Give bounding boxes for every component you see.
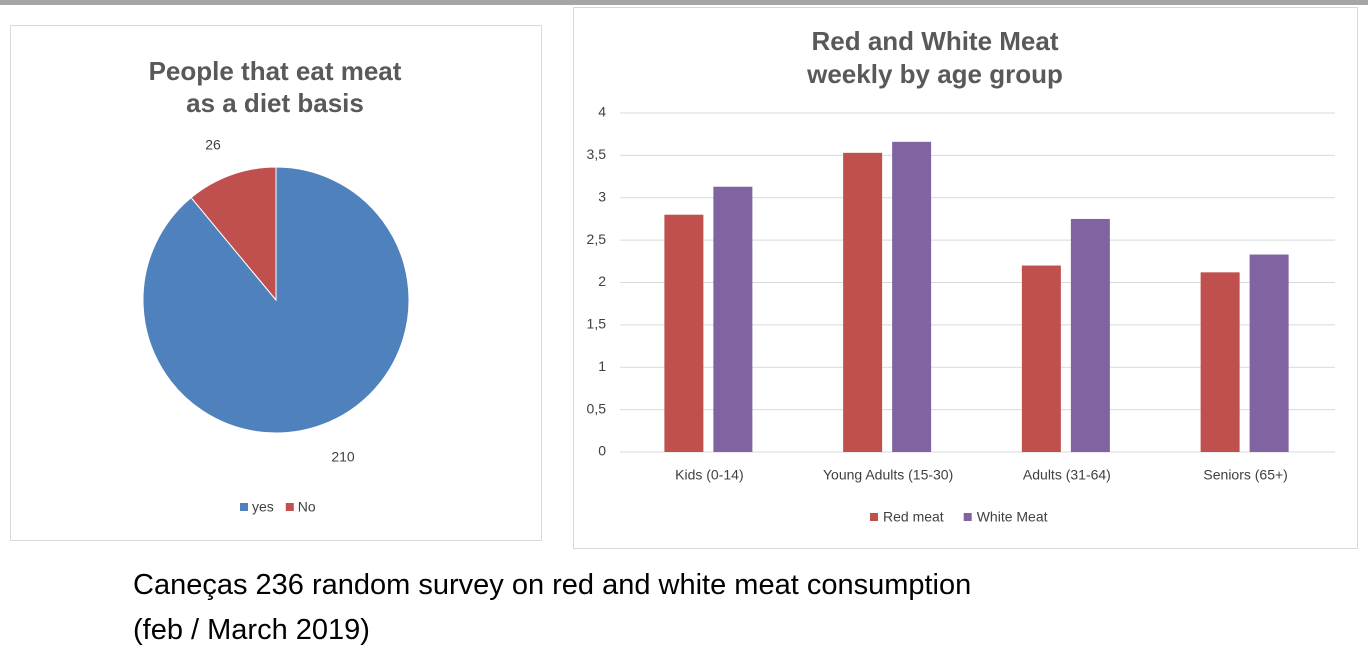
pie-title: People that eat meat — [149, 56, 402, 86]
bar-title: weekly by age group — [806, 59, 1063, 89]
legend-label: White Meat — [977, 509, 1048, 525]
bar — [892, 141, 932, 452]
legend-swatch — [285, 503, 294, 511]
bar-title: Red and White Meat — [811, 26, 1058, 56]
legend-swatch — [870, 513, 878, 521]
top-border — [0, 0, 1368, 5]
bar — [664, 214, 704, 452]
y-tick-label: 2 — [598, 273, 606, 289]
data-label: 26 — [205, 137, 221, 153]
x-tick-label: Young Adults (15-30) — [823, 467, 953, 483]
y-tick-label: 0 — [598, 443, 606, 459]
y-tick-label: 3,5 — [587, 146, 607, 162]
y-tick-label: 4 — [598, 104, 606, 120]
y-tick-label: 2,5 — [587, 231, 607, 247]
x-tick-label: Kids (0-14) — [675, 467, 743, 483]
y-tick-label: 0,5 — [587, 400, 607, 416]
bar — [1070, 218, 1110, 452]
bar — [1200, 272, 1240, 452]
bar — [1021, 265, 1061, 452]
caption: (feb / March 2019) — [133, 614, 370, 646]
pie-slice — [190, 166, 277, 302]
legend-label: No — [298, 499, 316, 515]
legend-swatch — [963, 513, 972, 521]
pie-title: as a diet basis — [186, 88, 364, 118]
y-tick-label: 1 — [598, 358, 606, 374]
legend-label: yes — [252, 499, 274, 515]
bar — [843, 152, 883, 452]
caption: Caneças 236 random survey on red and whi… — [133, 569, 971, 601]
y-tick-label: 1,5 — [587, 316, 607, 332]
y-tick-label: 3 — [598, 188, 606, 204]
x-tick-label: Adults (31-64) — [1023, 467, 1111, 483]
bar — [1249, 254, 1289, 452]
data-label: 210 — [331, 449, 355, 465]
legend-label: Red meat — [883, 509, 944, 525]
x-tick-label: Seniors (65+) — [1203, 467, 1287, 483]
bar — [713, 186, 753, 453]
legend-swatch — [240, 503, 248, 511]
